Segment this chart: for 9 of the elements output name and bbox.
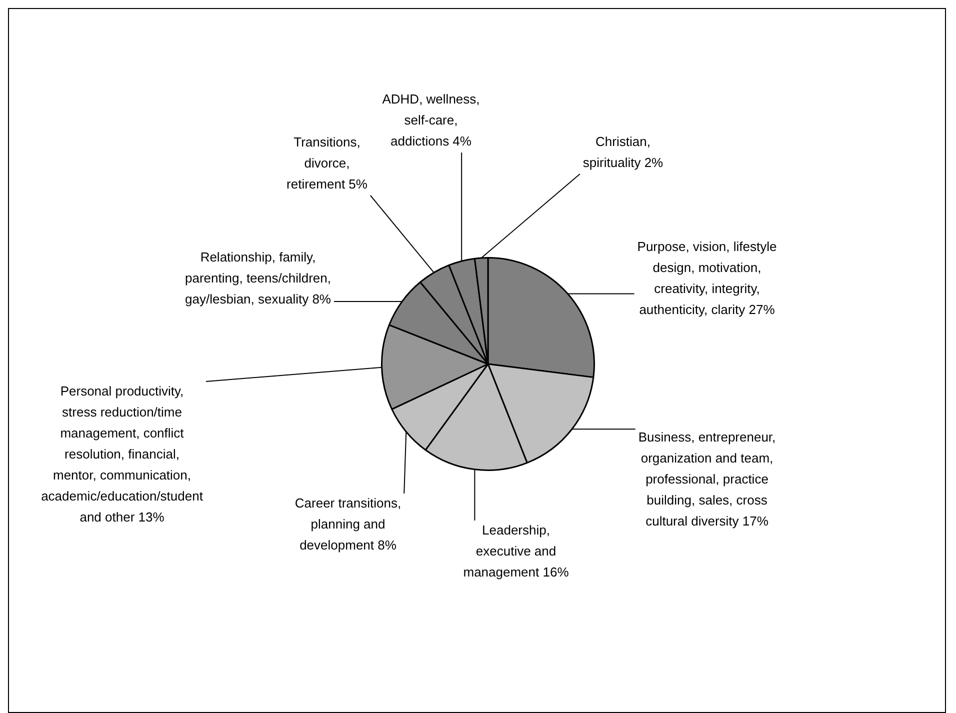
- slice-label: Relationship, family, parenting, teens/children, gay/lesbian, sexuality 8%: [185, 250, 332, 307]
- slice-label: Leadership, executive and management 16%: [463, 522, 570, 580]
- slice-label: ADHD, wellness, self-care, addictions 4%: [382, 92, 480, 149]
- slice-label: Career transitions, planning and development 8%: [294, 496, 402, 553]
- slice-label: Transitions, divorce, retirement 5%: [286, 134, 368, 192]
- slice-label: Business, entrepreneur, organization and team, professional, practice building, sales, cross cultural diversity 17%: [638, 430, 776, 529]
- slice-label: Purpose, vision, lifestyle design, motivation, creativity, integrity, authenticity, clarity 27%: [637, 239, 777, 318]
- slice-label: Personal productivity, stress reduction/time management, conflict resolution, financial, mentor, communication, academic/education/student and other 13%: [41, 384, 204, 525]
- slice-label: Christian, spirituality 2%: [582, 134, 664, 170]
